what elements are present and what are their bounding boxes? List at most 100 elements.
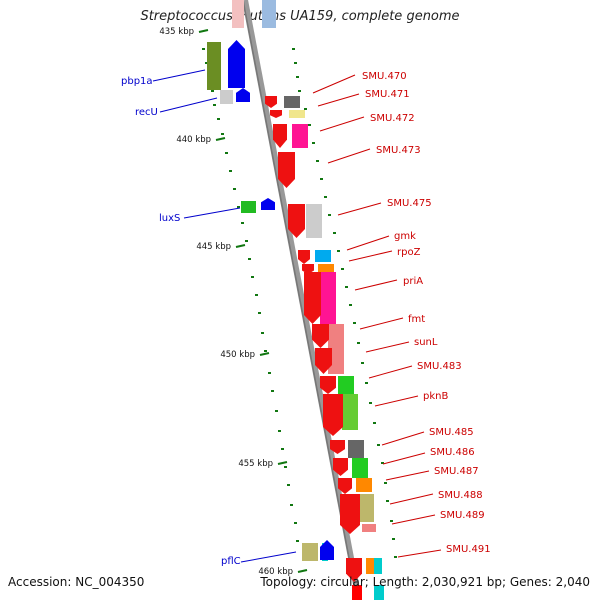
gc-dot-right: [337, 250, 340, 252]
gc-dot-right: [377, 444, 380, 446]
pbp1a-color-box: [207, 42, 221, 90]
scale-tick: [277, 461, 288, 465]
gc-dot-left: [258, 312, 261, 314]
gene-label-smu-471: SMU.471: [365, 89, 410, 100]
label-pointer: [346, 235, 390, 251]
gene-label-smu-483: SMU.483: [417, 361, 462, 372]
gene-label-smu-475: SMU.475: [387, 198, 432, 209]
accession-text: Accession: NC_004350: [8, 575, 145, 589]
feature-color-box: [315, 250, 331, 262]
gc-dot-left: [211, 90, 214, 92]
feature-arrow: [265, 96, 277, 108]
label-pointer: [348, 250, 393, 262]
feature-color-box: [320, 272, 336, 324]
gene-label-smu-488: SMU.488: [438, 490, 483, 501]
gc-dot-left: [284, 466, 287, 468]
gene-label-pflc: pflC: [221, 556, 241, 567]
gene-label-rpoz: rpoZ: [397, 247, 421, 258]
label-pointer: [159, 97, 218, 113]
gc-dot-left: [205, 62, 208, 64]
gc-dot-right: [294, 62, 297, 64]
label-pointer: [374, 395, 419, 407]
gene-label-pria: priA: [403, 276, 423, 287]
scale-label: 435 kbp: [159, 27, 194, 37]
gc-dot-right: [386, 500, 389, 502]
gc-dot-left: [261, 332, 264, 334]
gc-dot-right: [304, 108, 307, 110]
label-pointer: [368, 365, 413, 379]
gc-dot-right: [357, 342, 360, 344]
gc-dot-left: [294, 522, 297, 524]
feature-arrow: [278, 152, 295, 188]
label-pointer: [397, 549, 442, 558]
gc-dot-right: [341, 268, 344, 270]
gc-dot-left: [251, 276, 254, 278]
strip-bottom-left: [352, 585, 362, 600]
feature-color-box: [342, 394, 358, 430]
feature-arrow: [330, 440, 345, 454]
strip-bottom-right: [374, 585, 384, 600]
gc-dot-right: [298, 90, 301, 92]
map-title: Streptococcus mutans UA159, complete gen…: [140, 9, 460, 24]
gc-dot-right: [328, 214, 331, 216]
gc-dot-right: [333, 232, 336, 234]
feature-color-box: [292, 124, 308, 148]
label-pointer: [152, 69, 206, 82]
strip-top-left: [232, 0, 244, 28]
label-pointer: [391, 514, 436, 525]
gc-dot-right: [365, 382, 368, 384]
gc-dot-left: [268, 372, 271, 374]
gc-dot-left: [281, 448, 284, 450]
feature-arrow: [304, 272, 321, 324]
gc-dot-right: [324, 196, 327, 198]
feature-arrow: [298, 250, 310, 264]
gc-dot-left: [248, 258, 251, 260]
luxS-color-box: [241, 201, 256, 213]
gc-dot-left: [255, 294, 258, 296]
feature-color-box: [306, 204, 322, 238]
gc-dot-right: [384, 482, 387, 484]
gc-dot-right: [390, 520, 393, 522]
feature-arrow: [320, 376, 336, 394]
gc-dot-left: [264, 350, 267, 352]
luxS-arrow: [261, 198, 275, 210]
label-pointer: [337, 202, 382, 216]
scale-tick: [259, 352, 270, 356]
gc-dot-right: [292, 48, 295, 50]
feature-arrow: [273, 124, 287, 148]
feature-color-box: [362, 524, 376, 532]
label-pointer: [382, 452, 426, 465]
gc-dot-left: [229, 170, 232, 172]
gc-dot-left: [275, 410, 278, 412]
label-pointer: [312, 74, 356, 94]
strip-top-right: [262, 0, 276, 28]
feature-arrow: [312, 324, 329, 348]
scale-label: 455 kbp: [238, 459, 273, 469]
gc-dot-right: [312, 142, 315, 144]
gc-dot-right: [316, 160, 319, 162]
gene-label-smu-472: SMU.472: [370, 113, 415, 124]
feature-arrow: [315, 348, 332, 374]
gc-dot-right: [320, 178, 323, 180]
pflC-arrow: [320, 540, 334, 560]
feature-color-box: [352, 458, 368, 478]
gc-dot-left: [221, 133, 224, 135]
gene-label-pknb: pknB: [423, 391, 448, 402]
scale-tick: [297, 569, 308, 573]
feature-color-box: [318, 264, 334, 272]
feature-color-box: [338, 376, 354, 394]
gene-label-sunl: sunL: [414, 337, 438, 348]
gc-dot-right: [308, 124, 311, 126]
label-pointer: [354, 279, 398, 291]
gene-label-smu-487: SMU.487: [434, 466, 479, 477]
recU-arrow: [236, 88, 250, 102]
labels: SMU.470 SMU.471 SMU.472 SMU.473 SMU.475 gmk rp…: [121, 69, 491, 567]
feature-arrow: [288, 204, 305, 238]
feature-arrow: [333, 458, 348, 476]
pbp1a-arrow: [228, 40, 245, 88]
feature-arrow: [302, 264, 314, 274]
gc-dot-right: [381, 462, 384, 464]
gene-label-pbp1a: pbp1a: [121, 76, 153, 87]
label-pointer: [327, 148, 371, 164]
